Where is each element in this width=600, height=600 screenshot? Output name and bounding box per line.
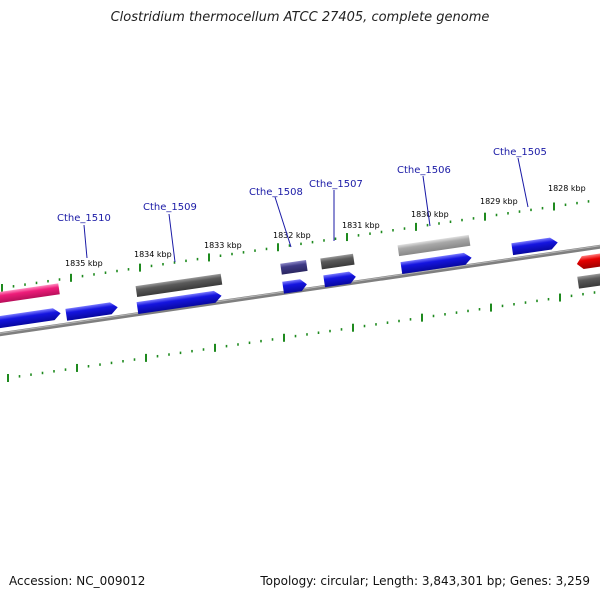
kbp-label: 1830 kbp [411, 210, 449, 219]
gene-feature[interactable] [280, 260, 308, 275]
callout-line [422, 175, 431, 227]
inner-tick-track [7, 291, 596, 382]
kbp-label: 1833 kbp [204, 241, 242, 250]
gene-feature[interactable] [576, 253, 600, 270]
callout-line [517, 157, 529, 208]
kbp-label: 1828 kbp [548, 184, 586, 193]
accession-label: Accession: NC_009012 [9, 574, 146, 588]
gene-label[interactable]: Cthe_1508 [249, 187, 303, 198]
gene-label[interactable]: Cthe_1506 [397, 165, 451, 176]
gene-feature[interactable] [135, 273, 223, 298]
outer-tick-track [1, 200, 590, 292]
gene-feature[interactable] [511, 237, 558, 256]
gene-callouts: Cthe_1510 Cthe_1509 Cthe_1508 Cthe_1507 … [57, 147, 547, 263]
kbp-label: 1832 kbp [273, 231, 311, 240]
kbp-labels: 1835 kbp 1834 kbp 1833 kbp 1832 kbp 1831… [65, 184, 586, 268]
gene-feature[interactable] [0, 307, 62, 329]
callout-line [83, 224, 88, 259]
gene-feature[interactable] [0, 283, 60, 304]
gene-feature[interactable] [577, 273, 600, 289]
gene-feature[interactable] [323, 271, 356, 288]
genome-summary: Topology: circular; Length: 3,843,301 bp… [260, 574, 590, 588]
gene-feature[interactable] [282, 278, 307, 294]
kbp-label: 1831 kbp [342, 221, 380, 230]
kbp-label: 1834 kbp [134, 250, 172, 259]
callout-line [168, 213, 176, 263]
gene-label[interactable]: Cthe_1509 [143, 202, 197, 213]
gene-label[interactable]: Cthe_1505 [493, 147, 547, 158]
gene-label[interactable]: Cthe_1510 [57, 213, 111, 224]
gene-feature[interactable] [136, 290, 223, 315]
callout-line [274, 196, 292, 248]
map-title: Clostridium thermocellum ATCC 27405, com… [110, 10, 490, 25]
gene-label[interactable]: Cthe_1507 [309, 179, 363, 190]
gene-feature[interactable] [400, 252, 473, 274]
kbp-label: 1829 kbp [480, 197, 518, 206]
kbp-label: 1835 kbp [65, 259, 103, 268]
gene-feature[interactable] [65, 301, 118, 321]
gene-feature[interactable] [397, 234, 471, 257]
gene-feature[interactable] [320, 253, 355, 270]
